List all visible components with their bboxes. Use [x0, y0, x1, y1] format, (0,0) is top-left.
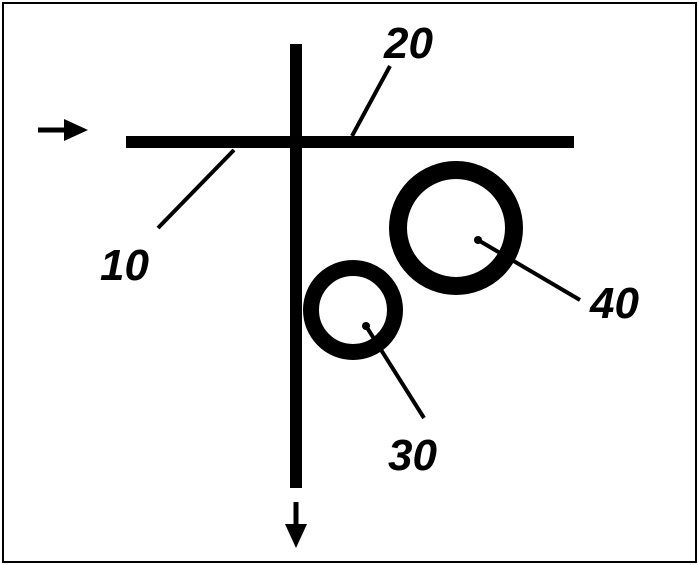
large-ring [398, 170, 514, 286]
leader-20 [352, 66, 390, 136]
label-30: 30 [388, 431, 437, 480]
label-20: 20 [383, 19, 433, 68]
leader-10 [158, 150, 234, 228]
label-10: 10 [100, 241, 149, 290]
small-ring [311, 268, 395, 352]
label-40: 40 [589, 279, 639, 328]
arrow-left-icon [38, 119, 88, 141]
arrow-down-icon [285, 502, 307, 548]
diagram-canvas: 10 20 30 40 [0, 0, 699, 565]
